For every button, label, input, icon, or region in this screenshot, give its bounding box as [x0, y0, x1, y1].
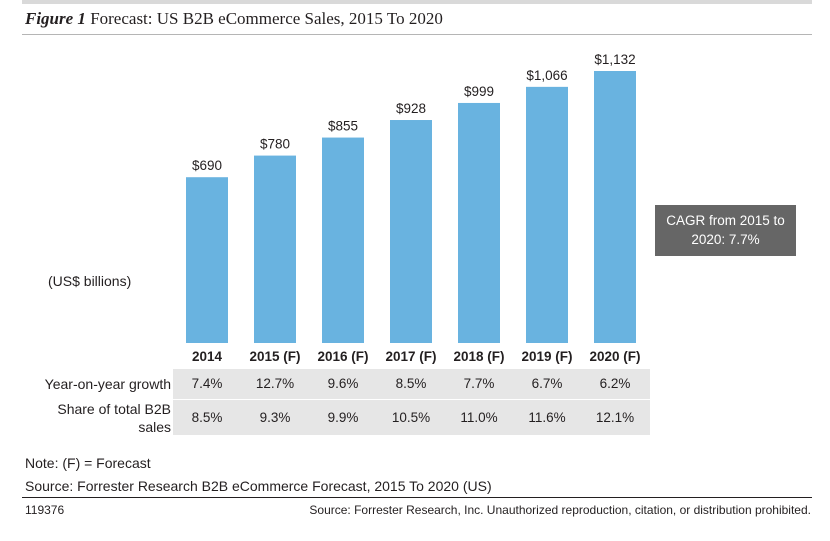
table-row-band [173, 400, 650, 435]
x-tick-label: 2019 (F) [521, 349, 572, 364]
bar-2016 (F) [322, 137, 364, 343]
copyright-text: Source: Forrester Research, Inc. Unautho… [309, 503, 811, 517]
table-row-label: Share of total B2B sales [57, 401, 171, 435]
bar-chart: $690 2014 $780 2015 (F) $855 2016 (F) $928 2017… [186, 52, 641, 364]
data-label: $1,132 [594, 52, 635, 67]
table-cell: 11.0% [460, 409, 498, 425]
table-cell: 9.6% [327, 376, 359, 391]
table-cell: 12.1% [595, 409, 635, 425]
x-tick-label: 2016 (F) [317, 349, 368, 364]
figure-label: Figure 1 [25, 9, 86, 28]
y-axis-label: (US$ billions) [48, 273, 132, 289]
table-cell: 8.5% [191, 409, 223, 425]
x-tick-label: 2020 (F) [589, 349, 640, 364]
table-cell: 8.5% [395, 376, 427, 391]
data-label: $690 [192, 158, 222, 173]
table-cell: 6.2% [599, 376, 631, 391]
figure-title-text: Forecast: US B2B eCommerce Sales, 2015 T… [90, 9, 443, 28]
bar-2018 (F) [458, 102, 500, 343]
table-cell: 11.6% [528, 409, 566, 425]
bar-2014 [186, 177, 228, 343]
table-cell: 7.7% [463, 376, 495, 391]
table-cell: 9.9% [327, 409, 359, 425]
data-label: $855 [328, 119, 358, 134]
bar-2019 (F) [526, 86, 568, 344]
x-tick-label: 2014 [192, 349, 223, 364]
bar-2015 (F) [254, 155, 296, 343]
table-cell: 10.5% [391, 409, 431, 425]
table-cell: 9.3% [259, 409, 291, 425]
top-bar [22, 0, 812, 4]
source-text: Source: Forrester Research B2B eCommerce… [25, 478, 492, 494]
title-divider [22, 34, 812, 35]
data-label: $928 [396, 101, 426, 116]
footer-divider [22, 497, 812, 498]
x-tick-label: 2015 (F) [249, 349, 300, 364]
bar-2017 (F) [390, 120, 432, 343]
cagr-callout: CAGR from 2015 to 2020: 7.7% [655, 205, 796, 256]
table-cell: 12.7% [255, 376, 295, 391]
table-row-band [173, 369, 650, 399]
data-label: $780 [260, 137, 290, 152]
table-row-label: Year-on-year growth [44, 376, 171, 392]
data-label: $1,066 [526, 68, 567, 83]
figure-id: 119376 [25, 503, 65, 517]
x-tick-label: 2017 (F) [385, 349, 436, 364]
data-label: $999 [464, 84, 494, 99]
bar-2020 (F) [594, 71, 636, 343]
table-cell: 6.7% [531, 376, 563, 391]
figure-title: Figure 1 Forecast: US B2B eCommerce Sale… [25, 9, 443, 29]
table-cell: 7.4% [191, 376, 223, 391]
note-text: Note: (F) = Forecast [25, 455, 151, 471]
x-tick-label: 2018 (F) [453, 349, 504, 364]
